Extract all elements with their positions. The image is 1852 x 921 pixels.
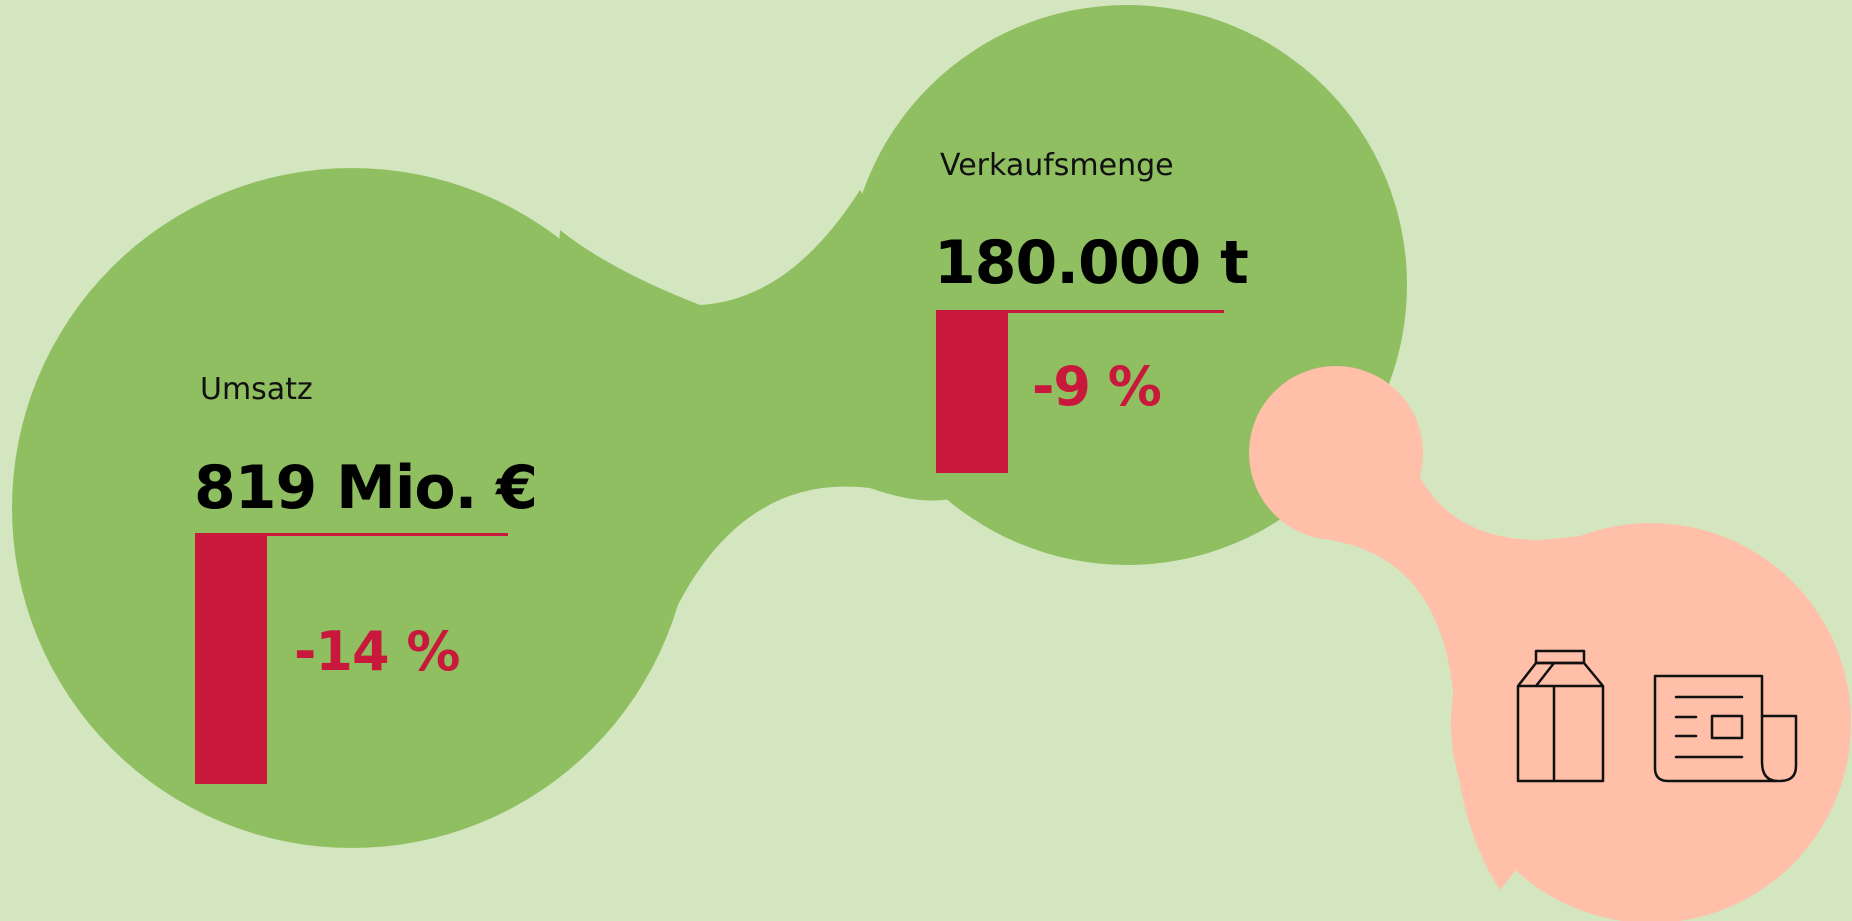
milk-carton-icon <box>1516 649 1605 783</box>
revenue-change: -14 % <box>294 620 460 683</box>
volume-rule <box>936 310 1224 313</box>
peach-blob-group <box>1249 366 1851 921</box>
revenue-rule <box>195 533 508 536</box>
green-blob-bridge <box>556 190 1000 670</box>
volume-change-bar <box>936 313 1008 473</box>
peach-blob-bridge <box>1330 415 1700 890</box>
revenue-change-bar <box>195 536 267 784</box>
green-blob-left <box>12 168 692 848</box>
volume-label: Verkaufsmenge <box>940 148 1174 183</box>
volume-value: 180.000 t <box>934 228 1249 298</box>
revenue-label: Umsatz <box>200 372 313 407</box>
revenue-value: 819 Mio. € <box>194 453 538 523</box>
volume-change: -9 % <box>1032 355 1162 418</box>
newspaper-icon <box>1653 674 1798 783</box>
